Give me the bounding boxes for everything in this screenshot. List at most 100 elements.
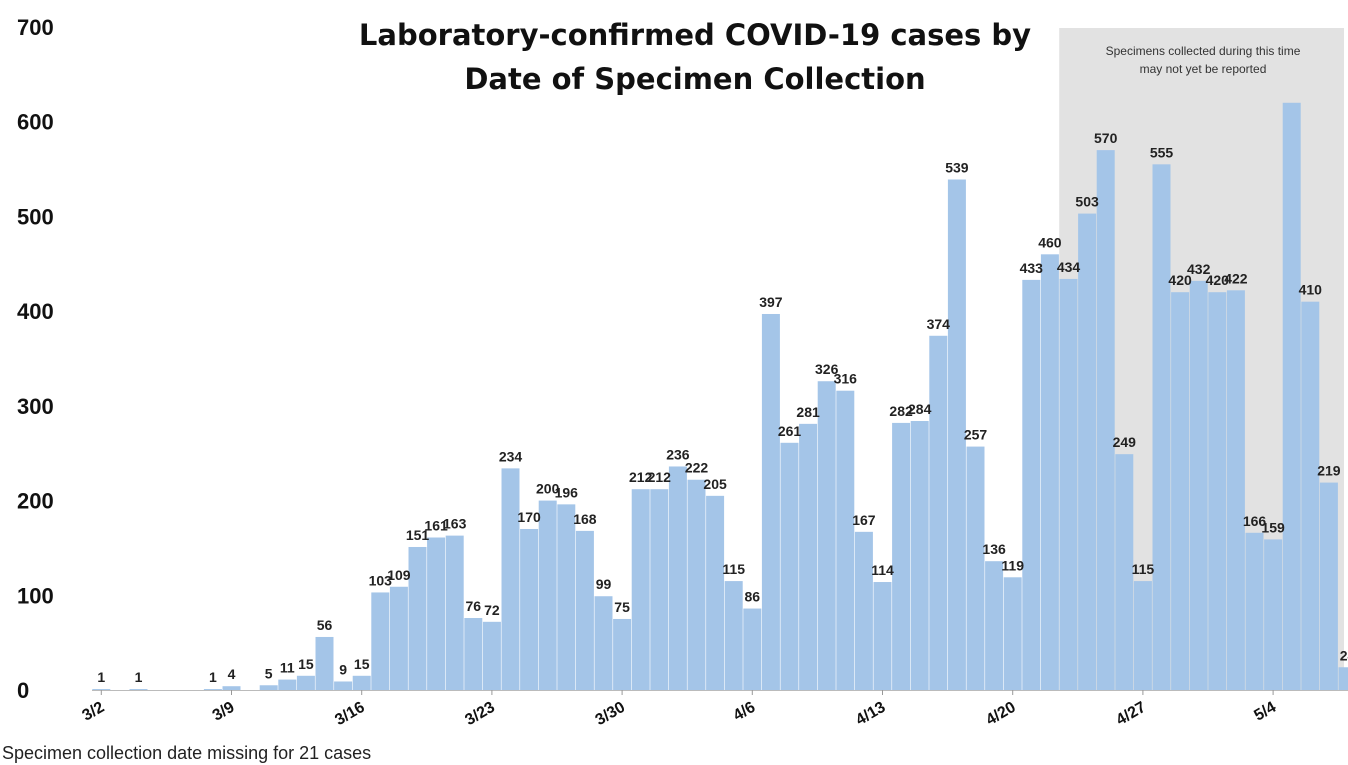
bar	[1059, 278, 1078, 690]
bar	[1078, 213, 1097, 690]
x-tick-label: 4/13	[853, 699, 889, 729]
bar	[836, 390, 855, 690]
data-label: 151	[406, 527, 430, 543]
bar	[873, 582, 892, 690]
data-label: 432	[1187, 261, 1211, 277]
bar	[1115, 454, 1134, 690]
data-label: 249	[1113, 434, 1137, 450]
data-label: 15	[354, 656, 370, 672]
data-label: 163	[443, 516, 467, 532]
data-label: 282	[889, 403, 913, 419]
x-tick-label: 3/23	[462, 699, 498, 729]
bar	[743, 608, 762, 690]
bar	[389, 586, 408, 690]
bar	[92, 689, 111, 690]
data-label: 420	[1206, 272, 1230, 288]
data-label: 15	[298, 656, 314, 672]
bar	[352, 675, 371, 690]
data-label: 205	[703, 476, 727, 492]
data-label: 76	[466, 598, 482, 614]
bar	[1338, 667, 1348, 690]
bar	[1022, 279, 1041, 690]
bar	[427, 537, 446, 690]
data-label: 433	[1020, 260, 1044, 276]
bar	[1096, 150, 1115, 691]
bar	[278, 679, 297, 690]
data-label: 56	[317, 617, 333, 633]
bar	[706, 495, 725, 690]
shaded-note-line-1: Specimens collected during this time	[1105, 44, 1301, 58]
data-label: 316	[834, 371, 858, 387]
bar	[1189, 280, 1208, 690]
bar	[892, 422, 911, 690]
bar	[1226, 290, 1245, 690]
bar	[259, 685, 278, 690]
data-label: 326	[815, 361, 839, 377]
y-tick-label: 700	[17, 15, 54, 40]
bar	[1282, 102, 1301, 691]
bar	[613, 618, 632, 690]
bar	[296, 675, 315, 690]
data-label: 168	[573, 511, 597, 527]
bar	[482, 621, 501, 690]
data-label: 555	[1150, 144, 1174, 160]
data-label: 167	[852, 512, 876, 528]
bar	[445, 535, 464, 690]
bar	[631, 489, 650, 690]
shaded-note-line-2: may not yet be reported	[1139, 62, 1267, 76]
data-label: 103	[369, 572, 393, 588]
x-tick-label: 5/4	[1251, 699, 1279, 725]
bar	[910, 421, 929, 690]
bar	[761, 313, 780, 690]
bar	[985, 561, 1004, 690]
bar	[594, 596, 613, 690]
chart-title-line-1: Laboratory-confirmed COVID-19 cases by	[358, 18, 1032, 52]
bar	[1040, 254, 1059, 691]
bar	[1245, 532, 1264, 690]
data-label: 284	[908, 401, 932, 417]
data-label: 114	[871, 562, 894, 578]
bar	[464, 618, 483, 690]
bar	[929, 335, 948, 690]
y-tick-label: 300	[17, 394, 54, 419]
data-label: 109	[387, 567, 411, 583]
missing-date-footnote: Specimen collection date missing for 21 …	[2, 743, 372, 763]
x-tick-label: 3/9	[210, 699, 238, 725]
data-label: 136	[982, 541, 1006, 557]
data-label: 170	[517, 509, 541, 525]
bar	[650, 489, 669, 690]
y-tick-label: 400	[17, 299, 54, 324]
data-label: 434	[1057, 259, 1081, 275]
bar	[1171, 292, 1190, 690]
data-label: 119	[1001, 557, 1024, 573]
data-label: 236	[666, 446, 690, 462]
data-label: 503	[1075, 194, 1099, 210]
bar	[780, 442, 799, 690]
bar	[315, 636, 334, 690]
bar	[557, 504, 576, 690]
bar	[334, 681, 353, 690]
data-label: 161	[424, 518, 448, 534]
data-label: 422	[1224, 270, 1248, 286]
bar	[1003, 577, 1022, 690]
data-label: 212	[648, 469, 672, 485]
bar	[799, 423, 818, 690]
bar	[1208, 292, 1227, 690]
y-tick-label: 200	[17, 489, 54, 514]
data-label: 281	[796, 404, 820, 420]
data-label: 200	[536, 481, 560, 497]
bar	[947, 179, 966, 691]
data-label: 397	[759, 294, 783, 310]
data-label: 9	[339, 661, 347, 677]
data-label: 539	[945, 159, 969, 175]
bar	[222, 686, 241, 690]
bar	[371, 592, 390, 690]
x-tick-label: 3/16	[332, 699, 368, 729]
x-tick-label: 4/20	[983, 699, 1019, 729]
bar	[501, 468, 520, 690]
data-label: 75	[614, 599, 630, 615]
bar	[687, 479, 706, 690]
data-label: 410	[1299, 282, 1323, 298]
x-tick-label: 4/27	[1113, 699, 1149, 729]
